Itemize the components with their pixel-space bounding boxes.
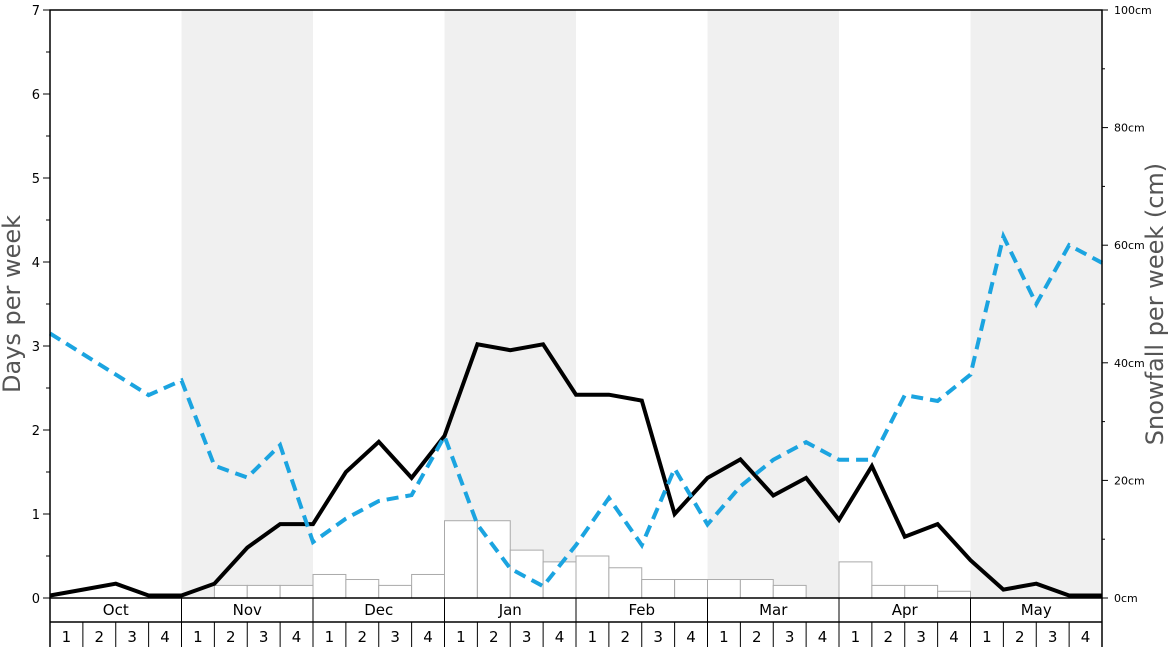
- month-shading: [181, 10, 1102, 598]
- week-label: 2: [358, 628, 368, 646]
- left-axis: 0 1 2 3 4 5 6 7: [32, 4, 50, 607]
- week-label: 1: [982, 628, 992, 646]
- snowfall-bar: [608, 567, 643, 599]
- days-per-week-line: [49, 342, 1102, 598]
- week-label: 2: [1015, 628, 1025, 646]
- right-axis: 0cm 20cm 40cm 60cm 80cm 100cm: [1102, 4, 1152, 605]
- week-label: 4: [949, 628, 959, 646]
- week-label: 3: [259, 628, 269, 646]
- left-tick-label: 5: [32, 172, 40, 187]
- snowfall-bar: [674, 579, 708, 599]
- week-label: 2: [489, 628, 499, 646]
- snowfall-bars: [213, 520, 971, 599]
- left-tick-label: 0: [32, 592, 40, 607]
- month-band-mar: [707, 10, 839, 598]
- snowfall-bar: [246, 584, 281, 599]
- snowfall-bar: [345, 579, 380, 599]
- month-band-nov: [181, 10, 313, 598]
- snowfall-bar: [575, 555, 610, 599]
- week-label: 1: [456, 628, 466, 646]
- month-label-jan: Jan: [498, 601, 522, 619]
- left-tick-label: 2: [32, 424, 40, 439]
- week-label: 2: [95, 628, 105, 646]
- left-tick-label: 4: [32, 256, 40, 271]
- week-label: 4: [555, 628, 565, 646]
- week-label: 2: [621, 628, 631, 646]
- week-label: 2: [226, 628, 236, 646]
- week-label: 3: [785, 628, 795, 646]
- month-label-nov: Nov: [233, 601, 262, 619]
- week-label: 1: [719, 628, 729, 646]
- week-label: 3: [127, 628, 137, 646]
- left-axis-title: Days per week: [0, 215, 26, 393]
- snowfall-bar: [411, 573, 445, 599]
- snowfall-bar: [937, 590, 971, 599]
- week-label: 1: [851, 628, 861, 646]
- week-label: 3: [916, 628, 926, 646]
- left-tick-label: 3: [32, 340, 40, 355]
- week-label: 3: [653, 628, 663, 646]
- left-tick-label: 1: [32, 508, 40, 523]
- left-tick-label: 7: [32, 4, 40, 19]
- week-label: 4: [818, 628, 828, 646]
- week-label: 1: [588, 628, 598, 646]
- right-tick-label: 100cm: [1114, 4, 1152, 17]
- week-label: 1: [193, 628, 203, 646]
- right-tick-label: 40cm: [1114, 357, 1145, 370]
- snowfall-bar: [279, 584, 314, 599]
- week-label: 4: [423, 628, 433, 646]
- snowfall-bar: [772, 584, 807, 599]
- week-label: 3: [522, 628, 532, 646]
- month-week-axis: Oct 1 2 3 4 Nov 1 2 3 4 Dec 1 2 3 4 Jan 1 2 3 4 Feb 1 2 3 4 Mar 1 2…: [49, 598, 1103, 647]
- snowfall-bar: [838, 561, 873, 599]
- month-label-may: May: [1021, 601, 1052, 619]
- snowfall-bar: [904, 584, 939, 599]
- month-label-oct: Oct: [103, 601, 129, 619]
- week-label: 3: [1048, 628, 1058, 646]
- month-band-jan: [444, 10, 576, 598]
- month-label-dec: Dec: [364, 601, 393, 619]
- week-label: 2: [884, 628, 894, 646]
- snowfall-bar: [707, 579, 741, 599]
- week-label: 4: [1081, 628, 1091, 646]
- snowfall-bar: [312, 573, 347, 599]
- week-label: 4: [160, 628, 170, 646]
- snowfall-bar: [871, 584, 906, 599]
- week-label: 2: [752, 628, 762, 646]
- week-label: 4: [292, 628, 302, 646]
- right-axis-title: Snowfall per week (cm): [1141, 163, 1168, 445]
- snowfall-bar: [509, 549, 544, 599]
- month-label-apr: Apr: [892, 601, 919, 619]
- month-label-feb: Feb: [628, 601, 655, 619]
- right-tick-label: 80cm: [1114, 122, 1145, 135]
- snowfall-line: [48, 230, 1103, 589]
- month-label-mar: Mar: [759, 601, 788, 619]
- week-label: 4: [686, 628, 696, 646]
- series-lines: [48, 230, 1103, 598]
- week-label: 3: [390, 628, 400, 646]
- week-label: 1: [325, 628, 335, 646]
- week-label: 1: [62, 628, 72, 646]
- right-tick-label: 20cm: [1114, 474, 1145, 487]
- snowfall-bar: [213, 584, 248, 599]
- right-tick-label: 0cm: [1114, 592, 1138, 605]
- left-tick-label: 6: [32, 88, 40, 103]
- snowfall-bar: [739, 579, 774, 599]
- snowfall-bar: [378, 584, 413, 599]
- snowfall-bar: [444, 520, 478, 599]
- snowfall-bar: [641, 579, 676, 599]
- right-tick-label: 60cm: [1114, 239, 1145, 252]
